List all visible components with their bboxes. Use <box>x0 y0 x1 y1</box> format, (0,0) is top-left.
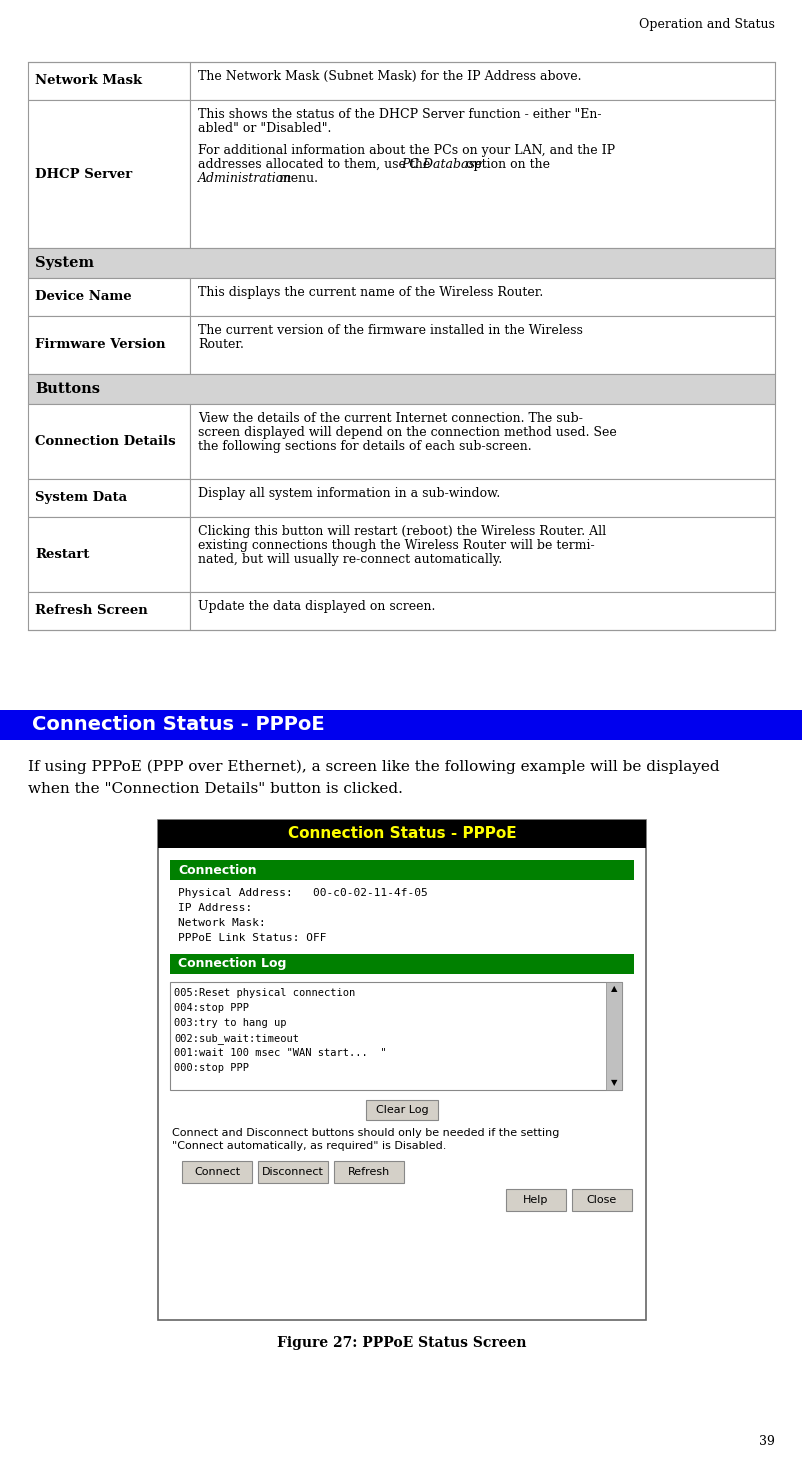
Text: Connection Status - PPPoE: Connection Status - PPPoE <box>287 827 516 841</box>
Bar <box>28 479 190 517</box>
Text: Firmware Version: Firmware Version <box>35 339 165 352</box>
Bar <box>190 592 774 630</box>
Bar <box>28 62 190 100</box>
Text: Figure 27: PPPoE Status Screen: Figure 27: PPPoE Status Screen <box>277 1336 526 1350</box>
Bar <box>28 592 190 630</box>
Bar <box>170 982 622 1091</box>
Bar <box>190 479 774 517</box>
Text: 004:stop PPP: 004:stop PPP <box>174 1003 249 1013</box>
Text: when the "Connection Details" button is clicked.: when the "Connection Details" button is … <box>28 781 403 796</box>
Bar <box>158 819 645 1319</box>
Text: Operation and Status: Operation and Status <box>638 18 774 31</box>
Text: Connect and Disconnect buttons should only be needed if the setting: Connect and Disconnect buttons should on… <box>172 1127 559 1138</box>
Text: Connection Details: Connection Details <box>35 435 176 449</box>
Text: Display all system information in a sub-window.: Display all system information in a sub-… <box>198 487 500 500</box>
Text: Connection: Connection <box>178 863 257 877</box>
Text: 003:try to hang up: 003:try to hang up <box>174 1017 286 1028</box>
Bar <box>170 954 634 973</box>
Text: This displays the current name of the Wireless Router.: This displays the current name of the Wi… <box>198 286 543 299</box>
Text: IP Address:: IP Address: <box>178 903 252 913</box>
Text: Connection Status - PPPoE: Connection Status - PPPoE <box>32 715 324 734</box>
Text: 39: 39 <box>758 1435 774 1448</box>
Text: 000:stop PPP: 000:stop PPP <box>174 1063 249 1073</box>
Bar <box>28 317 190 374</box>
Text: "Connect automatically, as required" is Disabled.: "Connect automatically, as required" is … <box>172 1141 446 1151</box>
Text: Clear Log: Clear Log <box>375 1105 427 1116</box>
Bar <box>190 62 774 100</box>
Text: The Network Mask (Subnet Mask) for the IP Address above.: The Network Mask (Subnet Mask) for the I… <box>198 70 581 84</box>
Text: Update the data displayed on screen.: Update the data displayed on screen. <box>198 600 435 613</box>
Text: Help: Help <box>523 1195 548 1205</box>
Text: Disconnect: Disconnect <box>261 1167 323 1177</box>
Text: Connection Log: Connection Log <box>178 957 286 970</box>
Text: If using PPPoE (PPP over Ethernet), a screen like the following example will be : If using PPPoE (PPP over Ethernet), a sc… <box>28 759 719 774</box>
Text: 005:Reset physical connection: 005:Reset physical connection <box>174 988 354 998</box>
Text: For additional information about the PCs on your LAN, and the IP: For additional information about the PCs… <box>198 144 614 157</box>
Bar <box>28 405 190 479</box>
Text: addresses allocated to them, use the: addresses allocated to them, use the <box>198 158 434 172</box>
Bar <box>505 1189 565 1211</box>
Bar <box>158 819 645 847</box>
Text: Close: Close <box>586 1195 617 1205</box>
Text: 001:wait 100 msec "WAN start...  ": 001:wait 100 msec "WAN start... " <box>174 1048 386 1058</box>
Bar <box>190 317 774 374</box>
Text: Restart: Restart <box>35 548 89 561</box>
Bar <box>334 1161 403 1183</box>
Text: option on the: option on the <box>461 158 549 172</box>
Bar <box>0 710 802 740</box>
Text: Connect: Connect <box>194 1167 240 1177</box>
Bar <box>571 1189 631 1211</box>
Bar <box>28 517 190 592</box>
Bar <box>182 1161 252 1183</box>
Text: nated, but will usually re-connect automatically.: nated, but will usually re-connect autom… <box>198 553 501 566</box>
Text: menu.: menu. <box>274 172 318 185</box>
Text: Router.: Router. <box>198 339 244 350</box>
Text: This shows the status of the DHCP Server function - either "En-: This shows the status of the DHCP Server… <box>198 108 601 122</box>
Text: abled" or "Disabled".: abled" or "Disabled". <box>198 122 331 135</box>
Text: 002:sub_wait:timeout: 002:sub_wait:timeout <box>174 1034 298 1044</box>
Bar <box>190 279 774 317</box>
Text: Administration: Administration <box>198 172 292 185</box>
Text: PPPoE Link Status: OFF: PPPoE Link Status: OFF <box>178 932 326 943</box>
Bar <box>366 1100 437 1120</box>
Text: Device Name: Device Name <box>35 290 132 303</box>
Text: Network Mask:: Network Mask: <box>178 918 265 928</box>
Text: the following sections for details of each sub-screen.: the following sections for details of ea… <box>198 440 531 453</box>
Text: Clicking this button will restart (reboot) the Wireless Router. All: Clicking this button will restart (reboo… <box>198 525 606 538</box>
Text: View the details of the current Internet connection. The sub-: View the details of the current Internet… <box>198 412 582 425</box>
Text: DHCP Server: DHCP Server <box>35 167 132 180</box>
Text: Refresh: Refresh <box>347 1167 390 1177</box>
Bar <box>28 279 190 317</box>
Bar <box>28 374 774 405</box>
Text: PC Database: PC Database <box>401 158 482 172</box>
Text: System: System <box>35 257 94 270</box>
Text: Refresh Screen: Refresh Screen <box>35 604 148 617</box>
Text: ▼: ▼ <box>610 1079 617 1086</box>
Bar <box>190 100 774 248</box>
Bar <box>28 248 774 279</box>
Bar <box>28 100 190 248</box>
Text: ▲: ▲ <box>610 985 617 992</box>
Text: Network Mask: Network Mask <box>35 75 142 88</box>
Text: screen displayed will depend on the connection method used. See: screen displayed will depend on the conn… <box>198 427 616 438</box>
Bar <box>170 861 634 880</box>
Text: Buttons: Buttons <box>35 383 100 396</box>
Text: System Data: System Data <box>35 491 127 504</box>
Text: Physical Address:   00-c0-02-11-4f-05: Physical Address: 00-c0-02-11-4f-05 <box>178 888 427 899</box>
Bar <box>606 982 622 1091</box>
Text: The current version of the firmware installed in the Wireless: The current version of the firmware inst… <box>198 324 582 337</box>
Text: existing connections though the Wireless Router will be termi-: existing connections though the Wireless… <box>198 539 594 553</box>
Bar <box>190 517 774 592</box>
Bar <box>257 1161 327 1183</box>
Bar <box>190 405 774 479</box>
